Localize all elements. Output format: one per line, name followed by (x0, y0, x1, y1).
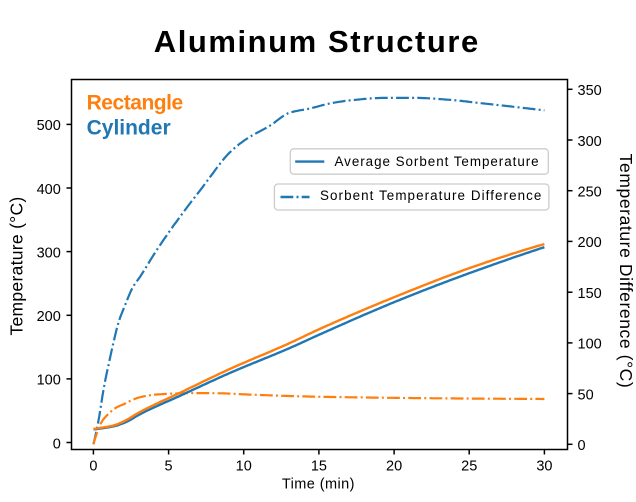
svg-text:30: 30 (536, 458, 552, 474)
svg-text:150: 150 (578, 286, 602, 302)
svg-text:Sorbent Temperature Difference: Sorbent Temperature Difference (320, 188, 542, 203)
svg-text:Cylinder: Cylinder (87, 117, 171, 140)
svg-text:350: 350 (578, 83, 602, 99)
svg-text:20: 20 (386, 458, 402, 474)
svg-text:100: 100 (578, 337, 602, 353)
svg-text:Aluminum Structure: Aluminum Structure (154, 24, 480, 59)
svg-text:0: 0 (578, 438, 586, 454)
svg-text:200: 200 (37, 309, 61, 325)
svg-text:50: 50 (578, 387, 594, 403)
svg-text:Temperature Difference (°C): Temperature Difference (°C) (616, 154, 636, 389)
svg-text:300: 300 (37, 245, 61, 261)
svg-text:200: 200 (578, 235, 602, 251)
svg-text:Rectangle: Rectangle (87, 92, 183, 115)
svg-text:5: 5 (165, 458, 173, 474)
svg-text:Average Sorbent Temperature: Average Sorbent Temperature (335, 154, 540, 169)
svg-text:Time (min): Time (min) (282, 477, 355, 493)
svg-text:Temperature (°C): Temperature (°C) (7, 196, 27, 335)
svg-text:0: 0 (89, 458, 97, 474)
svg-text:10: 10 (236, 458, 252, 474)
svg-text:500: 500 (37, 118, 61, 134)
svg-text:400: 400 (37, 182, 61, 198)
svg-text:250: 250 (578, 185, 602, 201)
svg-text:0: 0 (53, 436, 61, 452)
svg-text:25: 25 (461, 458, 477, 474)
svg-text:100: 100 (37, 373, 61, 389)
svg-text:15: 15 (311, 458, 327, 474)
svg-text:300: 300 (578, 134, 602, 150)
